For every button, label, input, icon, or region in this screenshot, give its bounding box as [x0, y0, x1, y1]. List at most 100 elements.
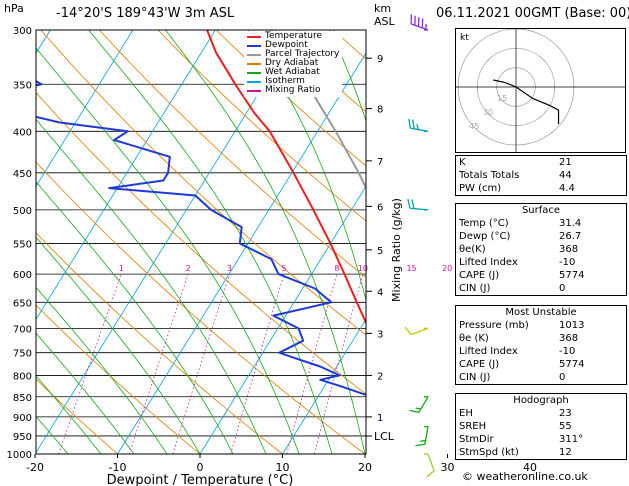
- temperature-tick-label: -10: [109, 461, 127, 474]
- km-tick-label: 7: [377, 157, 383, 168]
- hodograph-index-row: StmDir 311°: [456, 433, 626, 446]
- pressure-tick-label: 1000: [7, 450, 32, 461]
- legend-item: Isotherm: [247, 77, 339, 86]
- temperature-line: [206, 30, 366, 326]
- location-title: -14°20'S 189°43'W 3m ASL: [56, 6, 235, 21]
- height-unit-label-asl: ASL: [374, 15, 395, 28]
- unstable-index-row: CIN (J) 0: [456, 371, 626, 384]
- dry-adiabat: [36, 378, 118, 454]
- surface-index-label: Temp (°C): [459, 218, 509, 229]
- mixing-ratio-label: 3: [227, 264, 232, 273]
- surface-index-label: Lifted Index: [459, 257, 518, 268]
- wind-barb: [424, 453, 435, 478]
- km-tick-label: 5: [377, 246, 383, 257]
- km-tick-label: 1: [377, 413, 383, 424]
- hodograph-index-label: SREH: [459, 421, 487, 432]
- copyright: © weatheronline.co.uk: [462, 470, 588, 483]
- hodograph-unit: kt: [460, 33, 469, 43]
- wet-adiabat: [36, 181, 234, 454]
- pressure-tick-label: 300: [13, 26, 32, 37]
- mixing-ratio-line: [286, 273, 338, 454]
- pressure-tick-label: 950: [13, 432, 32, 443]
- dry-adiabat: [40, 30, 366, 336]
- km-tick-label: 9: [377, 54, 383, 65]
- mixing-ratio-label: 1: [119, 264, 124, 273]
- legend-item: Parcel Trajectory: [247, 50, 339, 59]
- height-unit-label: km: [374, 2, 392, 15]
- unstable-title: Most Unstable: [505, 307, 577, 318]
- hodograph-index-value: 55: [559, 421, 572, 432]
- hodograph-plot: 15 30 45 kt: [456, 28, 625, 152]
- general-index-label: Totals Totals: [459, 170, 520, 181]
- general-index-label: PW (cm): [459, 183, 502, 194]
- unstable-index-value: 368: [559, 333, 579, 344]
- mixing-ratio-label: 8: [334, 264, 339, 273]
- surface-index-value: 26.7: [559, 231, 582, 242]
- general-index-row: PW (cm) 4.4: [456, 182, 626, 195]
- hodograph-panel: 15 30 45 kt: [455, 28, 626, 153]
- surface-title: Surface: [521, 205, 561, 216]
- temperature-tick-label: 40: [523, 461, 537, 474]
- pressure-tick-label: 550: [13, 239, 32, 250]
- pressure-tick-label: 450: [13, 169, 32, 180]
- legend-label: Dry Adiabat: [265, 58, 319, 68]
- surface-index-row: CAPE (J) 5774: [456, 269, 626, 282]
- hodograph-index-row: EH 23: [456, 407, 626, 420]
- pressure-tick-label: 600: [13, 270, 32, 281]
- dry-adiabat: [36, 232, 283, 454]
- unstable-index-row: Lifted Index -10: [456, 345, 626, 358]
- dry-adiabat: [216, 30, 366, 167]
- wet-adiabat: [36, 47, 300, 454]
- legend-swatch: [247, 53, 261, 56]
- surface-index-value: 368: [559, 244, 579, 255]
- surface-index-value: 0: [559, 283, 566, 294]
- wet-adiabat: [36, 415, 69, 454]
- wind-barb: [407, 198, 429, 211]
- surface-index-row: Temp (°C) 31.4: [456, 217, 626, 230]
- pressure-unit-label: hPa: [4, 2, 24, 15]
- surface-index-label: Dewp (°C): [459, 231, 511, 242]
- unstable-index-label: Pressure (mb): [459, 320, 529, 331]
- mixing-ratio-line: [172, 273, 230, 454]
- unstable-index-value: -10: [559, 346, 576, 357]
- isotherm--40: [36, 30, 134, 188]
- surface-index-row: Lifted Index -10: [456, 256, 626, 269]
- surface-index-label: θe(K): [459, 244, 486, 255]
- km-tick-label: 3: [377, 329, 383, 340]
- general-index-row: K 21: [456, 156, 626, 169]
- hodograph-index-value: 23: [559, 408, 572, 419]
- wind-barb: [408, 118, 429, 132]
- temperature-tick-label: 10: [276, 461, 290, 474]
- mixing-ratio-axis-label: Mixing Ratio (g/kg): [390, 198, 403, 302]
- dry-adiabat: [99, 30, 366, 278]
- isotherm-0: [199, 185, 366, 454]
- unstable-index-row: Pressure (mb) 1013: [456, 319, 626, 332]
- legend-item: Mixing Ratio: [247, 86, 339, 95]
- general-index-value: 4.4: [559, 183, 575, 194]
- wet-adiabat: [36, 375, 102, 454]
- legend-swatch: [247, 89, 261, 92]
- wet-adiabat: [36, 118, 267, 454]
- pressure-tick-label: 750: [13, 349, 32, 360]
- temperature-tick-label: 0: [197, 461, 204, 474]
- wet-adiabat: [36, 332, 135, 454]
- unstable-index-value: 1013: [559, 320, 585, 331]
- mixing-ratio-line: [128, 273, 189, 454]
- unstable-index-value: 0: [559, 372, 566, 383]
- surface-index-value: 31.4: [559, 218, 582, 229]
- surface-index-row: CIN (J) 0: [456, 282, 626, 295]
- mixing-ratio-label: 20: [442, 264, 452, 273]
- km-tick-label: 8: [377, 105, 383, 116]
- legend-swatch: [247, 62, 261, 65]
- hodograph-index-value: 311°: [559, 434, 584, 445]
- legend-swatch: [247, 35, 261, 38]
- isotherm-10: [282, 318, 366, 454]
- hodograph-trace: [493, 79, 559, 111]
- parcel-trajectory-line: [270, 30, 366, 190]
- surface-index-value: -10: [559, 257, 576, 268]
- pressure-tick-label: 700: [13, 324, 32, 335]
- lcl-label: LCL: [374, 430, 395, 443]
- legend-item: Dewpoint: [247, 41, 339, 50]
- mixing-ratio-label: 5: [282, 264, 287, 273]
- general-index-value: 21: [559, 157, 572, 168]
